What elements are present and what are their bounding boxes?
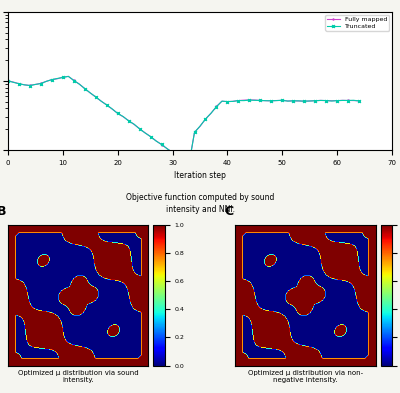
Truncated (6, 79, 10, 83)
Fully mapped (93, 95, 98, 99)
Fully mapped (346, 98, 350, 103)
Truncated (187, 161, 192, 166)
Truncated (198, 124, 202, 129)
Truncated (115, 111, 120, 116)
Truncated (346, 98, 350, 103)
Fully mapped (6, 79, 10, 83)
Line: Truncated: Truncated (7, 75, 360, 165)
Fully mapped (357, 99, 362, 103)
Legend: Fully mapped, Truncated: Fully mapped, Truncated (325, 15, 389, 31)
Text: intensity and NNI.: intensity and NNI. (166, 205, 234, 214)
X-axis label: Iteration step: Iteration step (174, 171, 226, 180)
Fully mapped (198, 124, 202, 129)
Truncated (93, 95, 98, 99)
Truncated (159, 142, 164, 147)
Fully mapped (318, 98, 323, 103)
Truncated (66, 74, 71, 79)
Fully mapped (159, 142, 164, 147)
Text: B: B (0, 205, 6, 218)
Truncated (318, 98, 323, 103)
Fully mapped (187, 161, 192, 166)
X-axis label: Optimized μ distribution via sound
intensity.: Optimized μ distribution via sound inten… (18, 370, 138, 383)
Fully mapped (115, 111, 120, 116)
Text: Objective function computed by sound: Objective function computed by sound (126, 193, 274, 202)
Line: Fully mapped: Fully mapped (7, 75, 360, 165)
X-axis label: Optimized μ distribution via non-
negative intensity.: Optimized μ distribution via non- negati… (248, 370, 363, 383)
Truncated (357, 99, 362, 103)
Text: C: C (224, 205, 233, 218)
Fully mapped (66, 74, 71, 79)
